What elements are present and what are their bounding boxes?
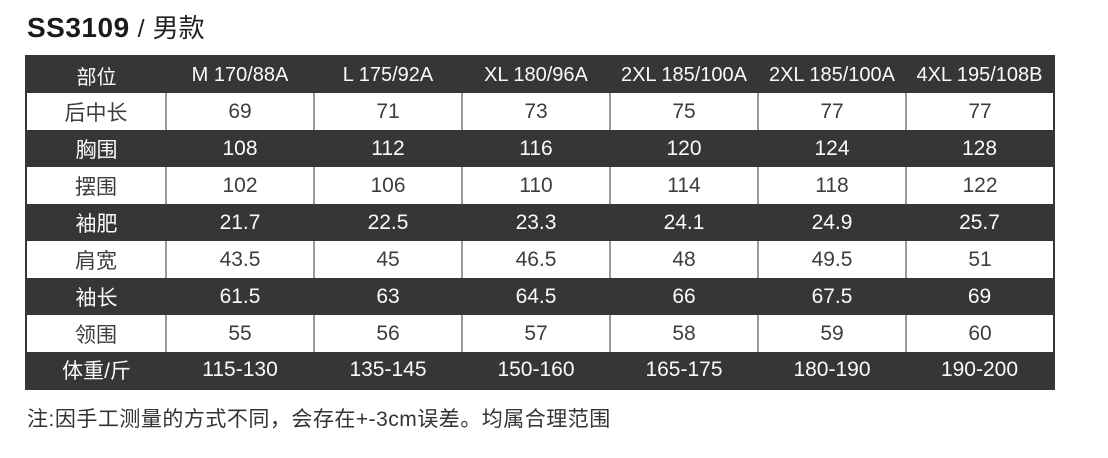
table-cell: 102: [165, 167, 314, 204]
table-cell: 110: [461, 167, 610, 204]
table-header-row: 部位 M 170/88A L 175/92A XL 180/96A 2XL 18…: [26, 56, 1054, 93]
column-header: 2XL 185/100A: [610, 56, 758, 93]
row-label: 后中长: [26, 93, 166, 130]
table-cell: 124: [758, 130, 906, 167]
table-cell: 63: [314, 278, 462, 315]
table-row: 摆围 102 106 110 114 118 122: [26, 167, 1054, 204]
table-cell: 180-190: [758, 352, 906, 389]
table-row: 肩宽 43.5 45 46.5 48 49.5 51: [26, 241, 1054, 278]
table-cell: 69: [906, 278, 1054, 315]
table-cell: 75: [609, 93, 758, 130]
table-cell: 56: [313, 315, 462, 352]
title-separator: /: [137, 15, 145, 43]
table-cell: 45: [313, 241, 462, 278]
column-header: M 170/88A: [166, 56, 314, 93]
table-row: 胸围 108 112 116 120 124 128: [26, 130, 1054, 167]
table-cell: 71: [313, 93, 462, 130]
table-cell: 60: [905, 315, 1054, 352]
table-cell: 112: [314, 130, 462, 167]
row-label: 袖长: [26, 278, 166, 315]
table-cell: 55: [165, 315, 314, 352]
table-cell: 66: [610, 278, 758, 315]
table-cell: 21.7: [166, 204, 314, 241]
table-row: 体重/斤 115-130 135-145 150-160 165-175 180…: [26, 352, 1054, 389]
table-cell: 122: [905, 167, 1054, 204]
table-cell: 69: [165, 93, 314, 130]
table-cell: 64.5: [462, 278, 610, 315]
row-label: 体重/斤: [26, 352, 166, 389]
table-cell: 118: [757, 167, 906, 204]
product-code: SS3109: [27, 12, 130, 43]
row-label: 袖肥: [26, 204, 166, 241]
product-variant: 男款: [152, 13, 205, 43]
table-cell: 115-130: [166, 352, 314, 389]
table-cell: 77: [757, 93, 906, 130]
table-cell: 43.5: [165, 241, 314, 278]
table-cell: 24.1: [610, 204, 758, 241]
table-row: 袖长 61.5 63 64.5 66 67.5 69: [26, 278, 1054, 315]
size-table: 部位 M 170/88A L 175/92A XL 180/96A 2XL 18…: [25, 55, 1055, 390]
table-row: 后中长 69 71 73 75 77 77: [26, 93, 1054, 130]
table-row: 领围 55 56 57 58 59 60: [26, 315, 1054, 352]
table-cell: 73: [461, 93, 610, 130]
table-cell: 190-200: [906, 352, 1054, 389]
table-cell: 106: [313, 167, 462, 204]
table-cell: 116: [462, 130, 610, 167]
table-cell: 22.5: [314, 204, 462, 241]
table-cell: 135-145: [314, 352, 462, 389]
row-label: 胸围: [26, 130, 166, 167]
table-cell: 165-175: [610, 352, 758, 389]
table-cell: 67.5: [758, 278, 906, 315]
table-cell: 59: [757, 315, 906, 352]
table-row: 袖肥 21.7 22.5 23.3 24.1 24.9 25.7: [26, 204, 1054, 241]
table-cell: 46.5: [461, 241, 610, 278]
column-header: 部位: [26, 56, 166, 93]
table-cell: 57: [461, 315, 610, 352]
table-cell: 150-160: [462, 352, 610, 389]
column-header: 2XL 185/100A: [758, 56, 906, 93]
table-cell: 77: [905, 93, 1054, 130]
table-cell: 58: [609, 315, 758, 352]
page-title: SS3109 / 男款: [27, 8, 1108, 45]
row-label: 肩宽: [26, 241, 166, 278]
table-cell: 120: [610, 130, 758, 167]
table-cell: 61.5: [166, 278, 314, 315]
table-cell: 24.9: [758, 204, 906, 241]
column-header: 4XL 195/108B: [906, 56, 1054, 93]
column-header: XL 180/96A: [462, 56, 610, 93]
row-label: 领围: [26, 315, 166, 352]
table-cell: 23.3: [462, 204, 610, 241]
column-header: L 175/92A: [314, 56, 462, 93]
table-cell: 128: [906, 130, 1054, 167]
table-cell: 25.7: [906, 204, 1054, 241]
measurement-note: 注:因手工测量的方式不同，会存在+-3cm误差。均属合理范围: [27, 408, 611, 431]
table-cell: 49.5: [757, 241, 906, 278]
table-cell: 51: [905, 241, 1054, 278]
table-cell: 114: [609, 167, 758, 204]
row-label: 摆围: [26, 167, 166, 204]
table-cell: 108: [166, 130, 314, 167]
table-cell: 48: [609, 241, 758, 278]
